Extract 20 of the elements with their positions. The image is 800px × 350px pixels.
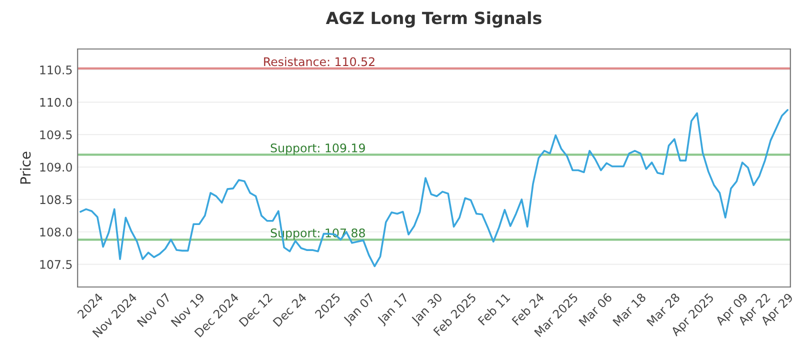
x-tick-label: Mar 06 [578,292,612,327]
line-series [80,109,788,268]
y-axis-title: Price [20,152,31,184]
x-tick-label: Jan 17 [376,292,410,326]
x-tick-label: Nov 07 [136,292,172,328]
y-tick-label: 108.0 [40,228,72,237]
ref-line-label: Resistance: 110.52 [264,57,374,66]
x-tick-label: Dec 12 [238,292,273,327]
y-tick-label: 108.5 [40,195,72,204]
x-tick-label: Feb 11 [477,292,510,326]
y-tick-label: 107.5 [40,260,72,269]
y-tick-label: 110.0 [40,98,72,107]
y-tick-label: 110.5 [40,65,72,74]
y-tick-label: 109.5 [40,130,72,140]
ref-line-label: Support: 109.19 [270,143,365,155]
x-tick-label: Mar 18 [612,292,646,327]
x-tick-label: Dec 24 [272,292,308,327]
x-tick-label: Jan 07 [342,292,376,326]
y-tick-label: 109.0 [40,162,72,172]
chart-title: AGZ Long Term Signals [326,11,542,28]
